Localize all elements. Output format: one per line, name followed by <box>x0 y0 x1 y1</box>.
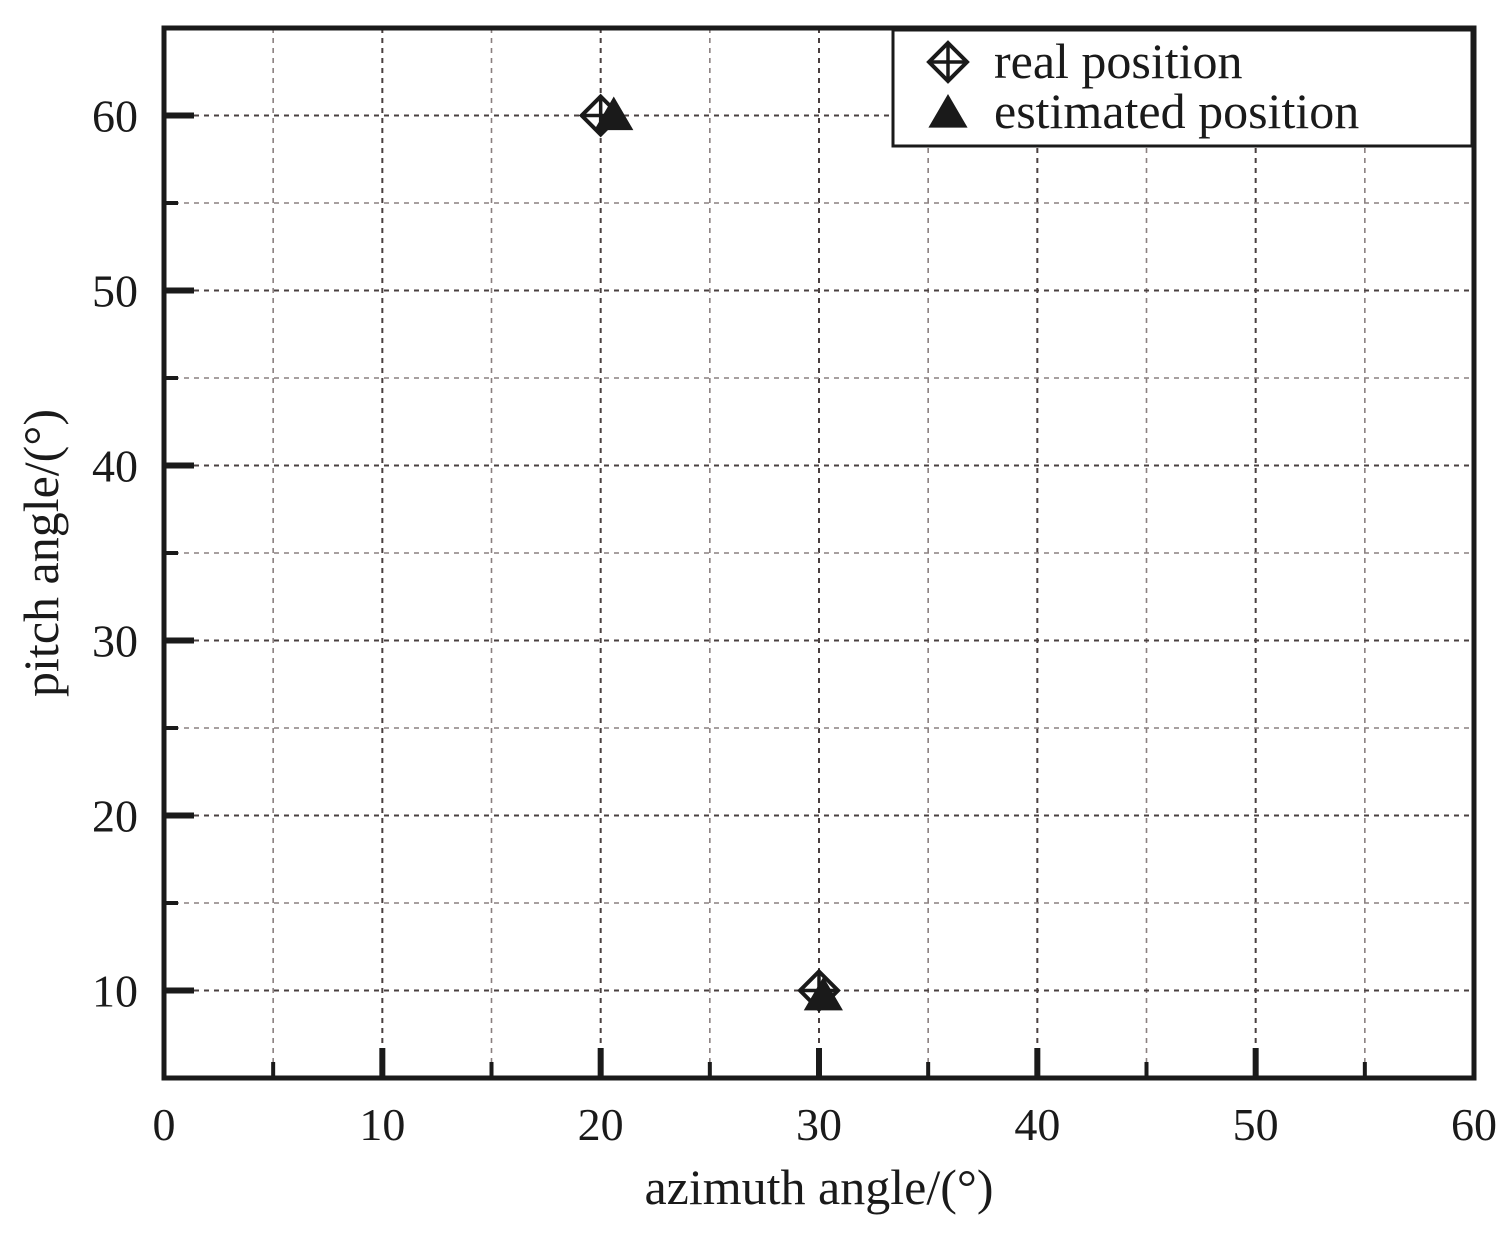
y-tick-label: 10 <box>92 966 138 1017</box>
x-axis-title: azimuth angle/(°) <box>644 1159 993 1215</box>
y-tick-label: 20 <box>92 791 138 842</box>
legend-triangle-icon <box>928 94 968 128</box>
x-tick-label: 0 <box>153 1099 176 1150</box>
y-tick-labels: 10 20 30 40 50 60 <box>92 91 138 1017</box>
grid-lines <box>164 28 1474 1078</box>
x-tick-label: 50 <box>1233 1099 1279 1150</box>
legend-box <box>891 28 1474 148</box>
estimated-position-point <box>594 96 634 131</box>
legend-label-estimated-position: estimated position <box>994 83 1359 139</box>
y-tick-label: 40 <box>92 441 138 492</box>
data-markers <box>578 93 843 1013</box>
x-tick-label: 30 <box>796 1099 842 1150</box>
x-tick-label: 20 <box>578 1099 624 1150</box>
estimated-position-point <box>803 976 843 1011</box>
y-tick-label: 60 <box>92 91 138 142</box>
y-tick-label: 50 <box>92 266 138 317</box>
x-tick-label: 10 <box>359 1099 405 1150</box>
y-tick-label: 30 <box>92 616 138 667</box>
legend-label-real-position: real position <box>994 33 1243 89</box>
legend: real position estimated position <box>891 28 1474 148</box>
y-axis-title: pitch angle/(°) <box>13 409 69 697</box>
x-tick-label: 60 <box>1451 1099 1497 1150</box>
x-tick-label: 40 <box>1014 1099 1060 1150</box>
axis-ticks <box>164 112 1367 1078</box>
legend-diamond-plus-icon <box>926 40 970 84</box>
x-tick-labels: 0 10 20 30 40 50 60 <box>153 1099 1498 1150</box>
